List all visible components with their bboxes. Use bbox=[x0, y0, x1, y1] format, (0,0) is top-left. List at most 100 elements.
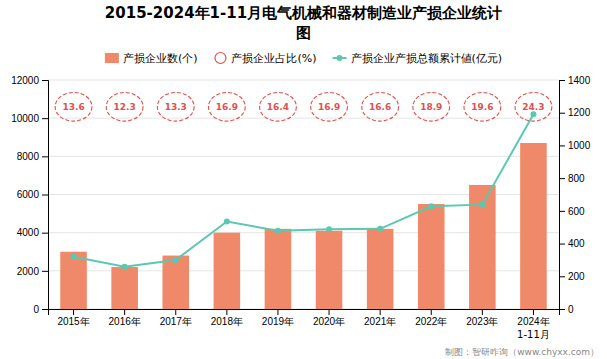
x-tick-label: 2021年 bbox=[364, 316, 396, 327]
bar bbox=[265, 229, 292, 309]
x-tick-mark bbox=[124, 309, 125, 315]
chart: 2015-2024年1-11月电气机械和器材制造业产损企业统计图2015年201… bbox=[0, 0, 607, 359]
line-point bbox=[479, 202, 485, 208]
y-tick-mark bbox=[42, 309, 48, 310]
y-tick-label: 10000 bbox=[11, 113, 39, 124]
y2-tick-mark bbox=[559, 276, 565, 277]
data-label: 16.4 bbox=[267, 102, 289, 112]
y-axis: 0 2000 4000 6000 8000 10000 12000 bbox=[11, 75, 48, 315]
data-label: 18.9 bbox=[420, 102, 442, 112]
y-tick-mark bbox=[42, 156, 48, 157]
ratio-circle bbox=[260, 92, 297, 121]
legend-swatch bbox=[105, 53, 119, 63]
x-tick-label: 2022年 bbox=[415, 316, 447, 327]
legend-item: 产损企业产损总额累计値(亿元) bbox=[333, 52, 503, 65]
line-point bbox=[173, 257, 179, 263]
subtitle: 图 bbox=[296, 24, 311, 42]
y-tick-label: 8000 bbox=[17, 151, 40, 162]
ratio-circle bbox=[515, 92, 552, 121]
y-tick-label: 4000 bbox=[17, 227, 40, 238]
y-tick-label: 6000 bbox=[17, 189, 40, 200]
legend-swatch-marker bbox=[337, 55, 343, 61]
y-tick-label: 12000 bbox=[11, 75, 39, 86]
bar bbox=[469, 185, 496, 309]
bar bbox=[520, 143, 547, 309]
y-tick-mark bbox=[42, 80, 48, 81]
x-tick: 2017年 bbox=[160, 309, 192, 327]
y2-tick: 1400 bbox=[559, 75, 591, 86]
y2-tick-label: 0 bbox=[568, 304, 574, 315]
legend-item: 产损企业占比(%) bbox=[215, 52, 317, 65]
ratio-circle bbox=[106, 92, 143, 121]
y2-tick: 800 bbox=[559, 173, 585, 184]
line bbox=[74, 114, 534, 266]
x-tick-mark bbox=[533, 309, 534, 315]
title: 2015-2024年1-11月电气机械和器材制造业产损企业统计 bbox=[105, 4, 502, 22]
legend: 产损企业数(个) 产损企业占比(%) 产损企业产损总额累计値(亿元) bbox=[105, 52, 502, 65]
x-tick-label: 2020年 bbox=[313, 316, 345, 327]
y2-tick: 200 bbox=[559, 271, 585, 282]
line-point bbox=[326, 226, 332, 232]
y-tick-label: 2000 bbox=[17, 266, 40, 277]
legend-label: 产损企业产损总额累计値(亿元) bbox=[351, 52, 503, 65]
x-tick-mark bbox=[226, 309, 227, 315]
watermark: 制图：智研咋询（www.chyxx.com） bbox=[445, 347, 599, 357]
x-tick: 2022年 bbox=[415, 309, 447, 327]
data-labels: 13.612.313.316.916.416.916.618.919.624.3 bbox=[62, 102, 544, 112]
y2-tick-label: 1200 bbox=[568, 107, 591, 118]
x-tick-label: 2024年 bbox=[517, 316, 549, 327]
y-tick: 2000 bbox=[17, 266, 48, 277]
data-label: 16.9 bbox=[216, 102, 238, 112]
x-tick-label: 2018年 bbox=[211, 316, 243, 327]
y2-tick: 600 bbox=[559, 206, 585, 217]
y2-tick: 1000 bbox=[559, 140, 591, 151]
data-label: 13.3 bbox=[165, 102, 187, 112]
annotation: 1-11月 bbox=[517, 329, 550, 340]
y2-tick: 0 bbox=[559, 304, 574, 315]
ratio-circle bbox=[464, 92, 501, 121]
y2-tick-mark bbox=[559, 309, 565, 310]
y2-tick-label: 1400 bbox=[568, 75, 591, 86]
bar bbox=[418, 204, 445, 309]
bar bbox=[162, 256, 189, 309]
ratio-circle bbox=[157, 92, 194, 121]
ratio-circle bbox=[208, 92, 245, 121]
x-tick-label: 2023年 bbox=[466, 316, 498, 327]
x-tick: 2023年 bbox=[466, 309, 498, 327]
y-tick: 4000 bbox=[17, 227, 48, 238]
y-tick: 10000 bbox=[11, 113, 48, 124]
legend-label: 产损企业数(个) bbox=[123, 52, 198, 65]
data-label: 19.6 bbox=[471, 102, 493, 112]
x-axis: 2015年 2016年 2017年 2018年 2019年 2020年 2021年 2022年… bbox=[49, 309, 560, 327]
grid-line bbox=[48, 156, 559, 157]
line-point bbox=[275, 228, 281, 234]
x-tick: 2018年 bbox=[211, 309, 243, 327]
y2-tick-mark bbox=[559, 244, 565, 245]
grid-line bbox=[48, 118, 559, 119]
y2-tick-mark bbox=[559, 178, 565, 179]
y2-tick-label: 800 bbox=[568, 173, 585, 184]
y2-tick-label: 600 bbox=[568, 206, 585, 217]
y2-tick: 1200 bbox=[559, 107, 591, 118]
x-tick-mark bbox=[482, 309, 483, 315]
x-tick-mark bbox=[329, 309, 330, 315]
bar bbox=[316, 231, 343, 309]
line-point bbox=[122, 264, 128, 270]
plot: 2015年 2016年 2017年 2018年 2019年 2020年 2021年 2022年… bbox=[11, 75, 590, 327]
y2-tick-mark bbox=[559, 80, 565, 81]
line-point bbox=[224, 218, 230, 224]
bar bbox=[111, 267, 138, 309]
x-tick: 2019年 bbox=[262, 309, 294, 327]
y-axis-line bbox=[42, 81, 49, 310]
legend-label: 产损企业占比(%) bbox=[231, 52, 316, 65]
ratio-circle bbox=[55, 92, 92, 121]
x-tick: 2015年 bbox=[57, 309, 89, 327]
y-tick-mark bbox=[42, 271, 48, 272]
data-label: 16.6 bbox=[369, 102, 391, 112]
y-tick: 0 bbox=[33, 304, 48, 315]
ratio-circle bbox=[413, 92, 450, 121]
bar bbox=[214, 233, 241, 309]
x-tick: 2016年 bbox=[109, 309, 141, 327]
y2-tick-mark bbox=[559, 145, 565, 146]
y2-tick-mark bbox=[559, 113, 565, 114]
